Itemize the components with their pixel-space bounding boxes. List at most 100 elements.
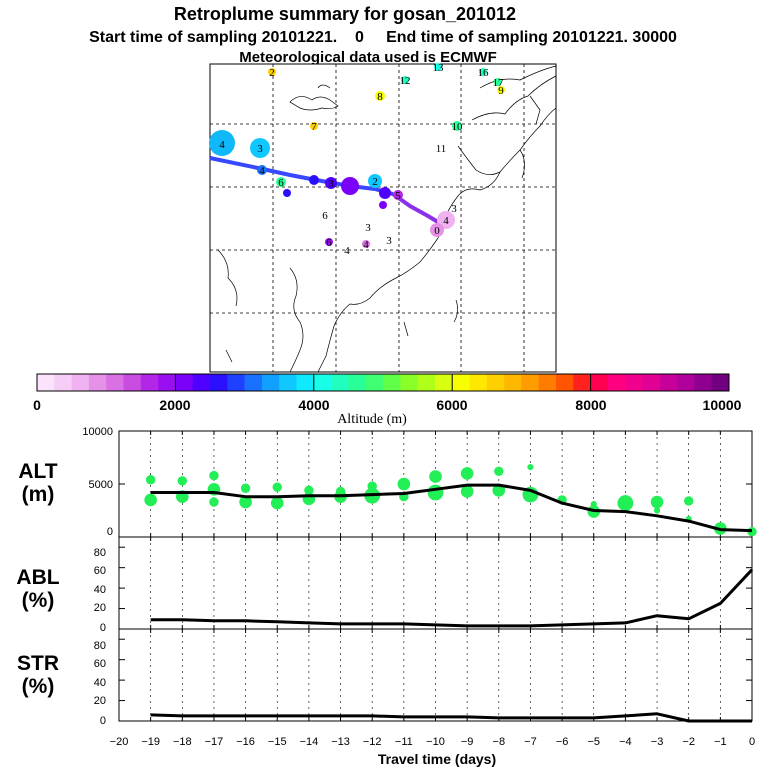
x-tick-label: −14: [300, 736, 319, 748]
colorbar-cell: [331, 374, 349, 391]
alt-scatter-point: [527, 463, 534, 471]
map-label: 3: [257, 143, 263, 155]
alt-scatter-point: [653, 507, 661, 514]
alt-scatter-point: [492, 484, 506, 497]
alt-scatter-point: [429, 470, 442, 483]
alt-scatter-point: [684, 496, 694, 506]
colorbar-cell: [677, 374, 695, 391]
plume-cluster-markers: [209, 63, 505, 248]
abl-ytick-label: 0: [100, 622, 106, 634]
x-tick-label: −20: [110, 736, 129, 748]
abl-marks: [118, 537, 754, 630]
colorbar-cell: [175, 374, 193, 391]
map-label: 17: [493, 77, 505, 89]
map-label: 11: [436, 143, 447, 155]
map-label: 4: [259, 165, 265, 177]
colorbar-cell: [711, 374, 730, 391]
cluster-marker: [497, 86, 505, 94]
colorbar-title: Altitude (m): [337, 412, 407, 427]
colorbar-cell: [434, 374, 453, 391]
colorbar-tick-label: 4000: [298, 397, 329, 413]
alt-scatter-point: [209, 470, 219, 481]
cluster-marker: [437, 211, 455, 229]
colorbar-tick-label: 8000: [575, 397, 606, 413]
colorbar-cell: [625, 374, 643, 391]
str-panel: STR (%) 0 20 40 60 80: [17, 628, 753, 727]
map-label: 12: [400, 75, 411, 87]
colorbar-frame: [36, 373, 730, 392]
cluster-marker: [325, 177, 337, 189]
alt-ytick-label: 10000: [82, 426, 113, 438]
plume-trajectory-line-east: [391, 192, 440, 224]
alt-panel: ALT (m) 0 5000 10000: [18, 426, 757, 538]
colorbar-cell: [261, 374, 280, 391]
alt-scatter-point: [240, 483, 251, 493]
x-tick-label: −12: [363, 736, 382, 748]
x-tick-label: −4: [619, 736, 632, 748]
altitude-colorbar: [36, 373, 730, 392]
map-label: 6: [278, 177, 284, 189]
colorbar-cell: [296, 374, 315, 391]
abl-ylabel-line2: (%): [22, 589, 55, 612]
str-ytick-label: 0: [100, 715, 106, 727]
alt-scatter-point: [397, 477, 411, 491]
cluster-marker: [393, 190, 403, 200]
colorbar-cell: [71, 374, 90, 391]
cluster-marker: [362, 240, 370, 248]
x-tick-label: −11: [395, 736, 413, 748]
str-ytick-label: 40: [94, 677, 106, 689]
colorbar-cell: [469, 374, 488, 391]
str-ytick-label: 80: [94, 640, 106, 652]
sampling-time-line: Start time of sampling 20101221. 0 End t…: [89, 29, 677, 46]
x-tick-label: −16: [236, 736, 255, 748]
str-ytick-label: 20: [94, 695, 106, 707]
cluster-marker: [401, 76, 409, 84]
cluster-marker: [209, 130, 235, 156]
alt-scatter-point: [272, 482, 282, 492]
colorbar-cell: [486, 374, 505, 391]
cluster-marker: [479, 68, 487, 76]
alt-scatter-point: [144, 493, 157, 507]
cluster-marker: [250, 138, 270, 158]
x-tick-label: −19: [141, 736, 160, 748]
x-tick-label: −17: [205, 736, 224, 748]
cluster-marker: [430, 223, 444, 237]
cluster-marker: [452, 121, 462, 131]
colorbar-cell: [313, 374, 332, 391]
map-label: 4: [219, 139, 225, 151]
map-label: 7: [311, 121, 317, 133]
abl-ytick-label: 60: [94, 565, 106, 577]
alt-scatter-point: [145, 475, 156, 485]
map-label: 8: [377, 91, 383, 103]
x-axis-label: Travel time (days): [378, 751, 496, 767]
map-label: 3: [365, 222, 371, 234]
coastlines: [217, 65, 557, 373]
map-labels: 2 8 12 13 16 17 9 7 10 11 4 3 4 6 3 2 5 …: [219, 62, 504, 257]
colorbar-cell: [210, 374, 228, 391]
x-tick-label: −2: [682, 736, 695, 748]
alt-scatter-point: [650, 495, 664, 509]
map-label: 6: [326, 237, 332, 249]
cluster-marker: [310, 122, 318, 130]
alt-scatter-point: [427, 484, 444, 501]
alt-ytick-label: 0: [107, 526, 113, 538]
x-tick-label: −15: [268, 736, 287, 748]
abl-ylabel-line1: ABL: [16, 566, 59, 589]
cluster-marker: [379, 187, 391, 199]
alt-scatter-point: [617, 495, 634, 511]
cluster-marker: [368, 174, 382, 188]
map-label: 2: [372, 176, 378, 188]
abl-ytick-label: 40: [94, 584, 106, 596]
alt-scatter-point: [270, 496, 284, 510]
cluster-marker: [276, 177, 286, 187]
colorbar-cell: [694, 374, 712, 391]
colorbar-cell: [37, 374, 55, 391]
colorbar-cell: [659, 374, 678, 391]
x-tick-label: −13: [331, 736, 350, 748]
abl-ytick-label: 80: [94, 547, 106, 559]
cluster-marker: [268, 68, 276, 76]
colorbar-cell: [348, 374, 366, 391]
colorbar-cell: [521, 374, 539, 391]
cluster-marker: [379, 201, 387, 209]
colorbar-cell: [123, 374, 142, 391]
